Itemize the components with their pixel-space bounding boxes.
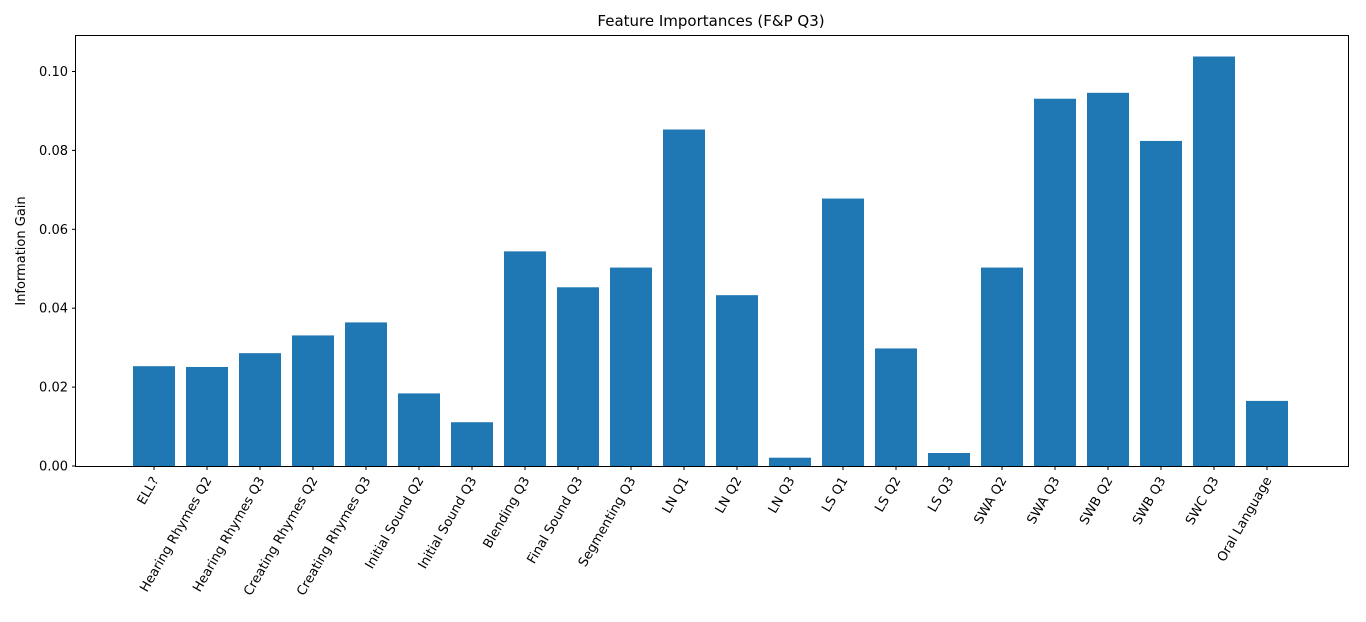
- y-tick-label: 0.08: [39, 144, 68, 159]
- chart-title: Feature Importances (F&P Q3): [597, 12, 824, 30]
- y-tick-label: 0.06: [39, 223, 68, 238]
- x-tick-label: Initial Sound Q3: [416, 475, 481, 572]
- bar: [1087, 92, 1129, 466]
- bar: [186, 366, 228, 466]
- x-tick-label: Initial Sound Q2: [363, 475, 428, 572]
- x-tick-label: Final Sound Q3: [525, 475, 587, 567]
- x-tick-label: LN Q1: [660, 475, 693, 517]
- y-ticks-group: 0.00 0.02 0.04 0.06 0.08 0.10: [39, 65, 76, 475]
- bar: [1034, 98, 1076, 467]
- bar: [610, 267, 652, 466]
- x-tick-label: LN Q3: [766, 475, 799, 517]
- bar: [1193, 56, 1235, 466]
- bar: [398, 393, 440, 466]
- x-tick-label: LS Q2: [872, 475, 904, 516]
- y-axis-label: Information Gain: [14, 196, 29, 305]
- bar: [345, 322, 387, 466]
- x-tick-label: SWC Q3: [1183, 475, 1222, 528]
- bar: [504, 251, 546, 466]
- y-tick-label: 0.04: [39, 302, 68, 317]
- bar: [1140, 140, 1182, 466]
- bar: [875, 348, 917, 466]
- x-tick-label: SWA Q3: [1025, 475, 1064, 527]
- y-tick-label: 0.00: [39, 460, 68, 475]
- bar: [716, 295, 758, 466]
- x-tick-label: SWA Q2: [972, 475, 1011, 527]
- x-tick-label: LS Q1: [819, 475, 851, 516]
- bar: [663, 129, 705, 466]
- bar: [557, 287, 599, 466]
- x-tick-label: Oral Language: [1215, 475, 1276, 565]
- x-tick-label: SWB Q3: [1130, 475, 1169, 528]
- bar: [981, 267, 1023, 466]
- bar: [928, 452, 970, 466]
- x-tick-label: ELL?: [135, 475, 163, 508]
- x-tick-label: Segmenting Q3: [576, 475, 640, 570]
- bar: [292, 335, 334, 466]
- bar: [769, 457, 811, 466]
- x-tick-label: LN Q2: [713, 475, 746, 517]
- y-tick-label: 0.02: [39, 381, 68, 396]
- x-tick-label: SWB Q2: [1077, 475, 1116, 528]
- bars-group: [133, 56, 1288, 467]
- bar: [133, 366, 175, 466]
- bar: [822, 198, 864, 466]
- bar: [239, 353, 281, 466]
- y-tick-label: 0.10: [39, 65, 68, 80]
- bar: [1246, 400, 1288, 466]
- x-tick-label: Blending Q3: [481, 475, 534, 552]
- bar: [451, 422, 493, 466]
- plot-frame: [75, 35, 1349, 467]
- x-tick-label: LS Q3: [925, 475, 957, 516]
